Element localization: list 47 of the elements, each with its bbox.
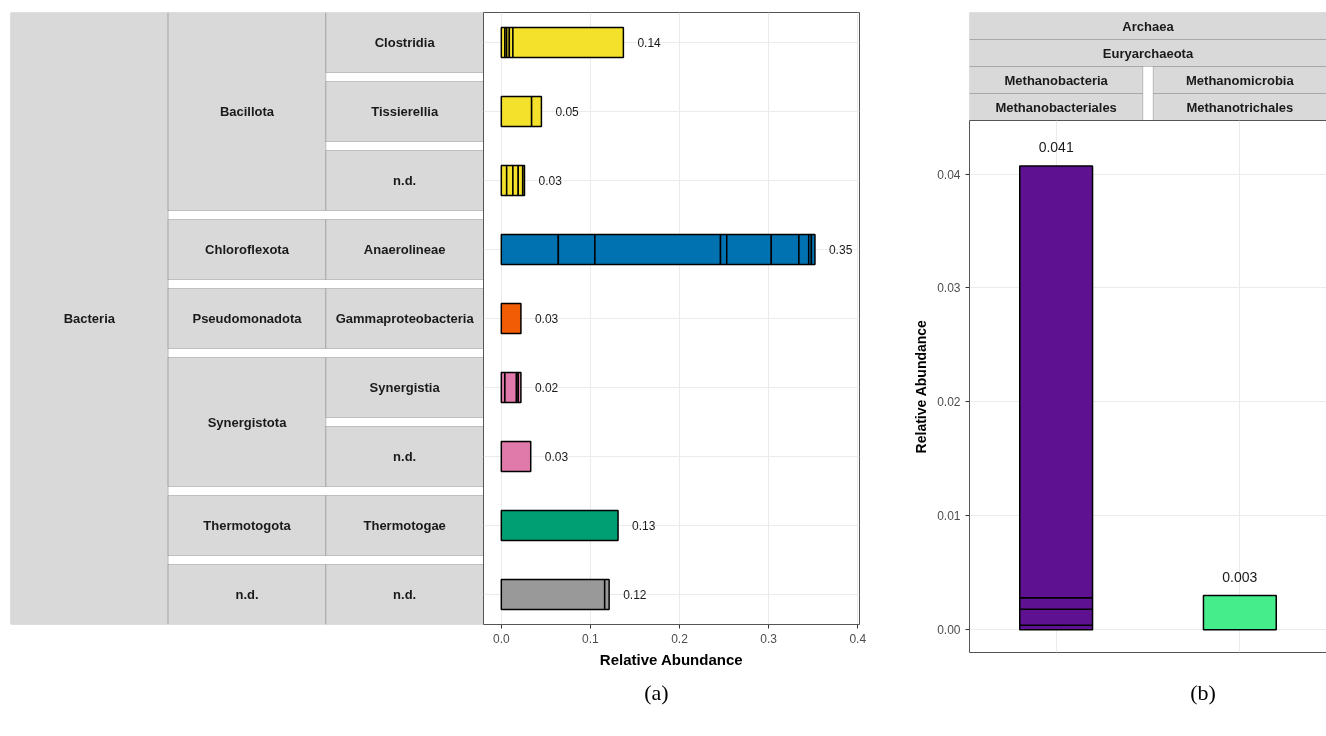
y-tick-label: Synergistia — [369, 380, 441, 395]
x-tick-label: 0.2 — [671, 631, 689, 646]
text: Bacillota — [219, 104, 275, 119]
y-tick-label: Clostridia — [374, 35, 436, 50]
y-tick-label: 0.04 — [937, 167, 961, 182]
text: Thermotogota — [203, 518, 292, 533]
text: (b) — [1190, 679, 1216, 707]
x-tick-label: 0.3 — [760, 631, 778, 646]
text: 0.35 — [828, 243, 853, 257]
text: 0.03 — [538, 174, 562, 188]
y-axis-title: Relative Abundance — [913, 319, 930, 454]
text: 0.02 — [534, 381, 559, 395]
y-tick-label: n.d. — [393, 449, 417, 464]
y-tick-label: Anaerolineae — [363, 242, 446, 257]
text: Methanobacteriales — [995, 99, 1117, 115]
text: Bacteria — [63, 311, 116, 326]
text: Pseudomonadota — [192, 311, 303, 326]
text: 0.041 — [1038, 139, 1074, 156]
text: 0.05 — [555, 105, 579, 119]
y-tick-label: Thermotogae — [363, 518, 446, 533]
y-tick-label: 0.01 — [937, 509, 961, 524]
x-tick-label: 0.0 — [492, 631, 510, 646]
text: 0.03 — [534, 312, 559, 326]
text: Synergistota — [207, 414, 288, 430]
y-tick-label: 0.00 — [937, 623, 961, 638]
text: n.d. — [235, 587, 259, 602]
x-tick-label: 0.4 — [849, 631, 867, 646]
x-axis-title: Relative Abundance — [599, 650, 743, 668]
y-tick-label: n.d. — [393, 587, 417, 602]
text: (a) — [644, 679, 669, 707]
text: Methanotrichales — [1186, 99, 1294, 115]
text: 0.13 — [632, 519, 656, 533]
y-tick-label: 0.02 — [937, 395, 961, 410]
text: Methanomicrobia — [1186, 72, 1295, 88]
y-tick-label: 0.03 — [937, 281, 961, 296]
x-tick-label: 0.1 — [582, 631, 600, 646]
text: Euryarchaeota — [1102, 45, 1194, 61]
text: Methanobacteria — [1004, 72, 1109, 88]
text: Chloroflexota — [205, 242, 290, 257]
y-tick-label: Tissierellia — [371, 104, 439, 119]
text: 0.14 — [637, 36, 661, 50]
text: Archaea — [1122, 18, 1175, 34]
text: 0.003 — [1222, 568, 1258, 585]
y-tick-label: Gammaproteobacteria — [335, 311, 475, 326]
y-tick-label: n.d. — [393, 173, 417, 188]
text: 0.12 — [623, 588, 647, 602]
text: 0.03 — [544, 450, 569, 464]
